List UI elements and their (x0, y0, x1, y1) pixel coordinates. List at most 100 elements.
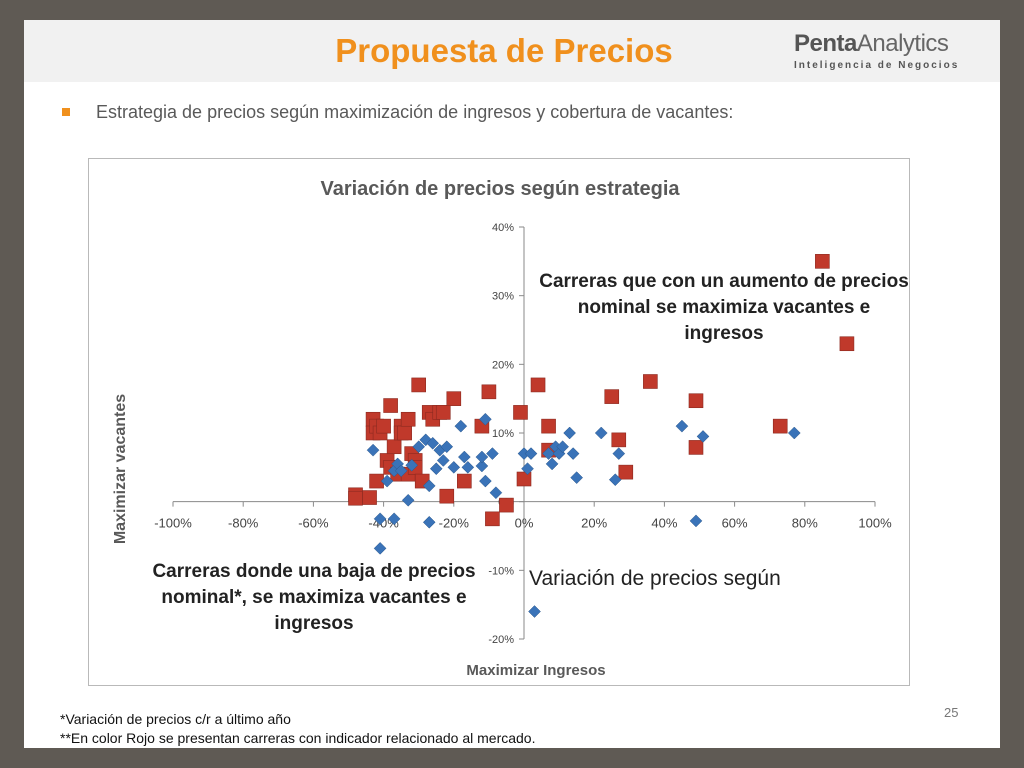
data-point-blue-diamond (387, 512, 401, 526)
data-point-red-square (383, 398, 398, 413)
company-logo: PentaAnalytics Inteligencia de Negocios (794, 32, 964, 76)
data-point-blue-diamond (545, 457, 559, 471)
data-point-red-square (485, 511, 500, 527)
footnote-2: **En color Rojo se presentan carreras co… (60, 730, 536, 746)
data-point-blue-diamond (447, 460, 461, 474)
bullet-row: Estrategia de precios según maximización… (62, 102, 962, 132)
data-point-blue-diamond (489, 486, 503, 500)
data-point-red-square (618, 464, 634, 480)
y-tick-label: 20% (492, 359, 514, 371)
annotation-increase: Carreras que con un aumento de precios n… (539, 271, 909, 344)
logo-wordmark-rest: Analytics (856, 30, 949, 57)
data-point-blue-diamond (366, 443, 380, 457)
data-point-red-square (376, 418, 391, 434)
x-tick-label: 40% (651, 516, 677, 531)
data-point-red-square (439, 488, 455, 504)
x-tick-label: 0% (515, 516, 534, 531)
data-point-red-square (397, 425, 412, 441)
data-point-red-square (513, 405, 528, 420)
data-point-red-square (457, 473, 472, 489)
data-point-blue-diamond (689, 514, 703, 528)
data-point-red-square (348, 490, 363, 506)
data-point-blue-diamond (570, 471, 584, 484)
data-point-blue-diamond (563, 426, 576, 440)
data-point-blue-diamond (556, 440, 569, 454)
footnotes: *Variación de precios c/r a último año *… (60, 710, 760, 748)
y-tick-label: 40% (492, 222, 514, 234)
data-point-red-square (688, 440, 704, 455)
y-tick-label: -20% (488, 634, 514, 646)
x-tick-label: 20% (581, 516, 607, 531)
data-point-blue-diamond (608, 473, 622, 487)
x-tick-label: -100% (154, 516, 192, 531)
data-point-blue-diamond (524, 447, 538, 460)
data-point-blue-diamond (405, 458, 419, 472)
data-point-blue-diamond (528, 605, 541, 618)
slide: Propuesta de Precios PentaAnalytics Inte… (24, 20, 1000, 748)
x-tick-label: -20% (439, 516, 470, 531)
logo-wordmark-bold: Penta (794, 30, 857, 57)
data-point-blue-diamond (429, 462, 443, 476)
data-point-red-square (839, 336, 855, 352)
logo-wordmark: PentaAnalytics (794, 32, 964, 56)
page-number: 25 (944, 705, 959, 720)
data-point-blue-diamond (401, 493, 415, 507)
data-point-blue-diamond (594, 426, 608, 440)
data-point-red-square (643, 374, 658, 389)
data-point-blue-diamond (612, 447, 626, 460)
data-point-blue-diamond (454, 419, 468, 433)
data-point-blue-diamond (373, 542, 387, 555)
data-point-red-square (435, 405, 451, 420)
data-point-blue-diamond (486, 447, 499, 460)
data-point-blue-diamond (426, 436, 440, 450)
data-point-blue-diamond (475, 450, 489, 464)
data-point-blue-diamond (521, 462, 534, 476)
x-tick-label: 60% (722, 516, 748, 531)
data-point-blue-diamond (373, 512, 387, 526)
data-point-blue-diamond (461, 460, 475, 474)
data-point-blue-diamond (675, 419, 689, 433)
data-point-red-square (611, 432, 627, 448)
scatter-chart: Variación de precios según estrategia Ma… (88, 158, 910, 686)
footnote-1: *Variación de precios c/r a último año (60, 711, 291, 727)
data-point-red-square (541, 418, 556, 434)
data-point-blue-diamond (436, 454, 450, 467)
x-axis-label: Maximizar Ingresos (466, 662, 605, 679)
annotation-decrease: Carreras donde una baja de precios nomin… (152, 561, 476, 634)
x-tick-label: 80% (792, 516, 818, 531)
data-point-blue-diamond (412, 440, 426, 454)
header-band (24, 20, 1000, 82)
data-point-red-square (400, 411, 416, 427)
data-point-blue-diamond (542, 447, 555, 460)
data-point-blue-diamond (380, 474, 394, 488)
logo-tagline: Inteligencia de Negocios (794, 60, 960, 71)
data-point-blue-diamond (475, 459, 489, 473)
data-point-blue-diamond (787, 426, 801, 440)
data-point-blue-diamond (440, 440, 454, 454)
data-point-red-square (516, 471, 532, 487)
data-point-red-square (530, 377, 546, 393)
y-tick-label: 30% (492, 291, 514, 303)
data-point-blue-diamond (422, 479, 436, 493)
data-point-red-square (499, 497, 514, 513)
chart-title: Variación de precios según estrategia (320, 178, 680, 200)
data-point-blue-diamond (422, 515, 436, 529)
data-point-red-square (446, 391, 462, 406)
data-point-red-square (481, 384, 497, 400)
data-point-red-square (772, 418, 788, 434)
y-tick-label: -10% (488, 565, 514, 577)
annotation-variation: Variación de precios según (529, 567, 781, 590)
data-point-blue-diamond (479, 412, 492, 426)
chart-canvas: Variación de precios según estrategia Ma… (112, 178, 892, 679)
data-point-red-square (386, 439, 402, 455)
data-point-red-square (815, 254, 830, 269)
slide-title: Propuesta de Precios (335, 32, 673, 69)
axes: -100% -80% -60% -40% -20% 0% 20% 40% 60% 80% 100%-… (154, 222, 892, 646)
data-point-red-square (411, 377, 427, 393)
bullet-square-icon (62, 108, 70, 116)
x-tick-label: 100% (858, 516, 892, 531)
y-axis-label: Maximizar vacantes (112, 394, 129, 544)
data-point-blue-diamond (566, 447, 580, 460)
data-points (348, 254, 855, 618)
data-point-blue-diamond (457, 450, 471, 464)
